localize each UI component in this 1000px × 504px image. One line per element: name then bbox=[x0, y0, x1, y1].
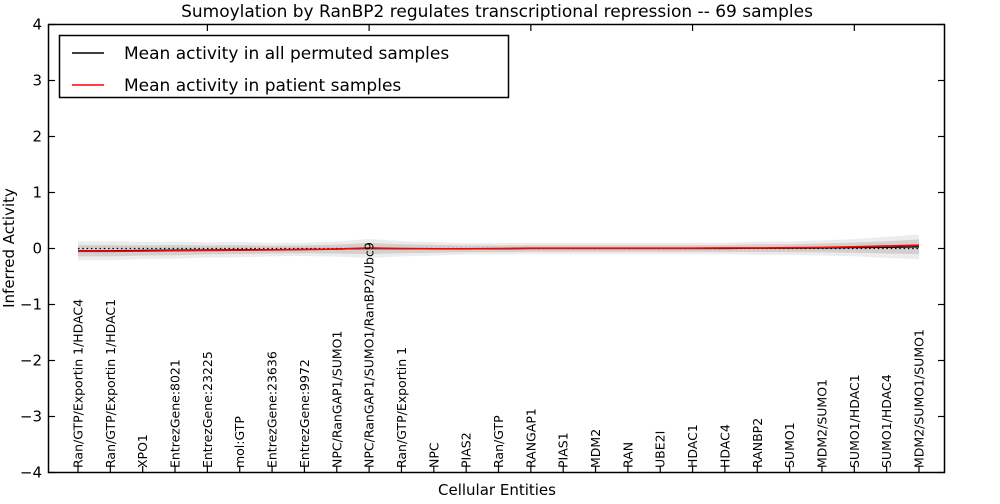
axis-ticks bbox=[48, 23, 945, 474]
x-tick-label: XPO1 bbox=[135, 434, 150, 468]
y-tick-label: 2 bbox=[32, 128, 42, 146]
series-lines bbox=[78, 244, 920, 253]
y-tick-label: −3 bbox=[20, 408, 42, 426]
x-tick-label: Ran/GTP bbox=[491, 415, 506, 468]
y-tick-label: 1 bbox=[32, 184, 42, 202]
x-tick-label: RAN bbox=[620, 442, 635, 468]
x-tick-label: MDM2/SUMO1/SUMO1 bbox=[912, 329, 927, 468]
x-tick-label: HDAC1 bbox=[685, 424, 700, 468]
x-tick-label: Ran/GTP/Exportin 1/HDAC1 bbox=[103, 299, 118, 468]
legend-box bbox=[58, 34, 510, 99]
x-tick-label: EntrezGene:23225 bbox=[200, 351, 215, 468]
y-tick-label: 0 bbox=[32, 240, 42, 258]
x-tick-label: HDAC4 bbox=[717, 424, 732, 468]
y-tick-labels: 4 3 2 1 0 −1 −2 −3 −4 bbox=[20, 16, 42, 482]
y-tick-label: 4 bbox=[32, 16, 42, 34]
y-tick-label: 3 bbox=[32, 72, 42, 90]
legend: Mean activity in all permuted samples Me… bbox=[58, 34, 510, 99]
x-tick-label: PIAS1 bbox=[556, 432, 571, 468]
legend-label-patient-samples: Mean activity in patient samples bbox=[124, 76, 401, 96]
x-tick-labels: Ran/GTP/Exportin 1/HDAC4 Ran/GTP/Exportin… bbox=[71, 242, 927, 468]
x-tick-label: UBE2I bbox=[653, 431, 668, 468]
y-axis-label: Inferred Activity bbox=[0, 188, 18, 308]
x-tick-label: MDM2 bbox=[588, 429, 603, 468]
x-tick-label: RANBP2 bbox=[750, 418, 765, 468]
x-tick-label: Ran/GTP/Exportin 1 bbox=[394, 347, 409, 468]
x-tick-label: PIAS2 bbox=[459, 432, 474, 468]
legend-label-permuted-samples: Mean activity in all permuted samples bbox=[124, 44, 449, 64]
x-tick-label: SUMO1/HDAC4 bbox=[879, 374, 894, 468]
x-tick-label: MDM2/SUMO1 bbox=[814, 379, 829, 468]
x-tick-label: EntrezGene:23636 bbox=[265, 351, 280, 468]
x-tick-label: NPC bbox=[426, 442, 441, 468]
x-tick-label: EntrezGene:9972 bbox=[297, 359, 312, 468]
y-tick-label: −1 bbox=[20, 296, 42, 314]
x-axis-label: Cellular Entities bbox=[438, 481, 556, 499]
y-tick-label: −4 bbox=[20, 464, 42, 482]
x-tick-label: SUMO1/HDAC1 bbox=[847, 374, 862, 468]
chart-title: Sumoylation by RanBP2 regulates transcri… bbox=[181, 2, 813, 22]
x-tick-label: RANGAP1 bbox=[523, 408, 538, 468]
x-tick-label: EntrezGene:8021 bbox=[168, 359, 183, 468]
series-line-patient-samples bbox=[78, 244, 920, 253]
x-tick-label: Ran/GTP/Exportin 1/HDAC4 bbox=[71, 299, 86, 468]
y-tick-label: −2 bbox=[20, 352, 42, 370]
x-tick-label: SUMO1 bbox=[782, 422, 797, 468]
x-tick-label: NPC/RanGAP1/SUMO1 bbox=[329, 331, 344, 468]
x-tick-label: NPC/RanGAP1/SUMO1/RanBP2/Ubc9 bbox=[362, 242, 377, 468]
x-tick-label: mol:GTP bbox=[232, 416, 247, 468]
